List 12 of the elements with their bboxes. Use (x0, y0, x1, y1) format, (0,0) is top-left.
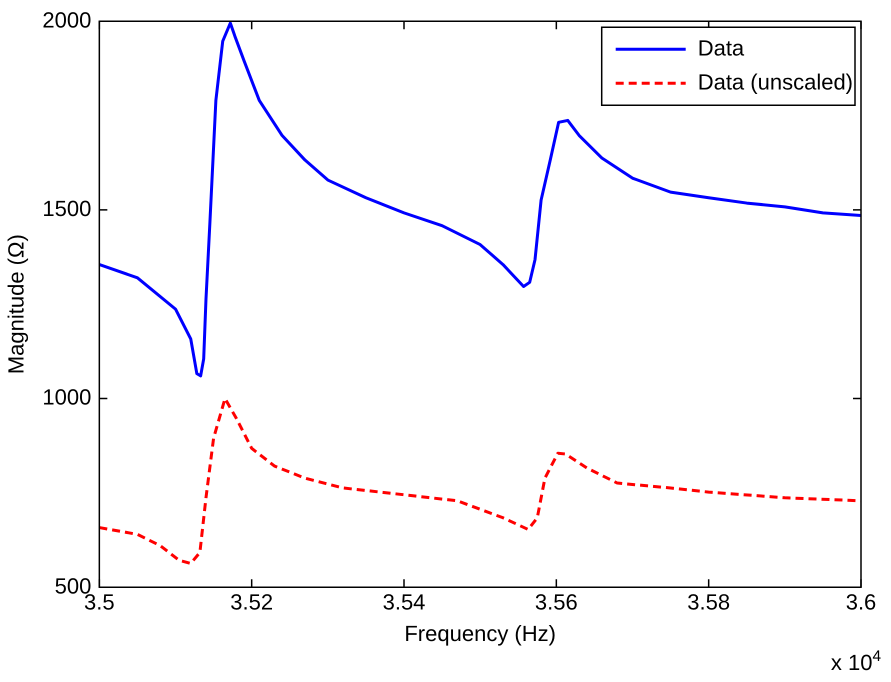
y-tick-label: 1500 (42, 196, 92, 221)
x-tick-label: 3.58 (687, 589, 730, 614)
x-tick-label: 3.54 (382, 589, 426, 614)
x-tick-label: 3.56 (534, 589, 578, 614)
x-tick-label: 3.6 (846, 589, 876, 614)
legend-label: Data (698, 35, 745, 60)
legend-label: Data (unscaled) (698, 69, 854, 94)
x-axis-title: Frequency (Hz) (404, 620, 556, 646)
y-axis-title: Magnitude (Ω) (3, 234, 28, 374)
y-tick-label: 2000 (42, 7, 92, 32)
x-tick-label: 3.52 (230, 589, 274, 614)
y-tick-label: 1000 (42, 384, 92, 410)
